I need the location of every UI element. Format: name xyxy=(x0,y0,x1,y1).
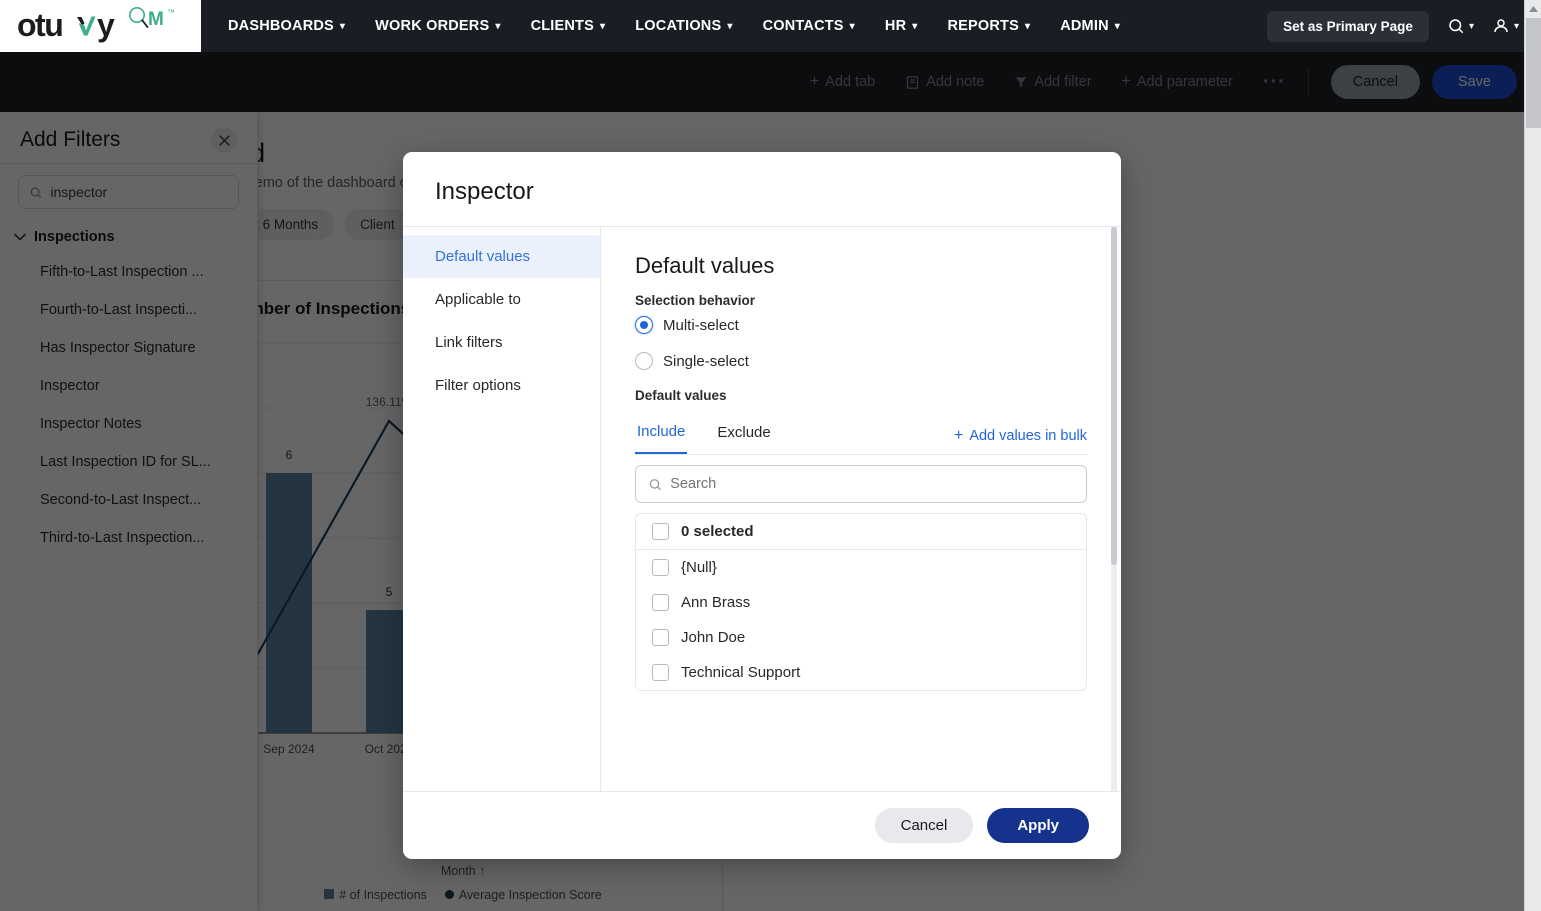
svg-text:M: M xyxy=(148,9,164,30)
svg-text:y: y xyxy=(97,7,115,43)
svg-text:™: ™ xyxy=(167,8,175,17)
svg-text:otu: otu xyxy=(17,7,62,43)
